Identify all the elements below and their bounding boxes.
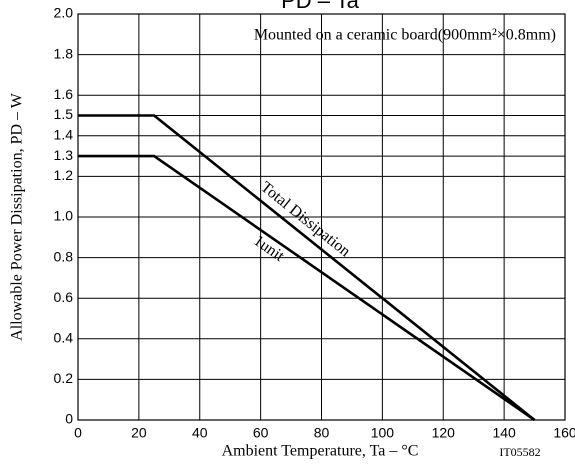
y-axis-label: Allowable Power Dissipation, PD – W xyxy=(9,92,26,341)
x-tick-label: 80 xyxy=(314,425,330,441)
y-tick-label: 1.8 xyxy=(54,45,74,61)
x-tick-label: 0 xyxy=(74,425,82,441)
y-tick-label: 0.6 xyxy=(54,289,74,305)
x-tick-label: 20 xyxy=(131,425,147,441)
y-tick-label: 1.2 xyxy=(54,167,74,183)
y-tick-label: 1.3 xyxy=(54,147,74,163)
series-line xyxy=(78,154,536,422)
y-tick-label: 0.2 xyxy=(54,370,74,386)
x-tick-label: 100 xyxy=(371,425,395,441)
x-tick-label: 40 xyxy=(192,425,208,441)
y-tick-label: 1.4 xyxy=(54,127,74,143)
x-tick-label: 140 xyxy=(492,425,516,441)
y-tick-label: 0.8 xyxy=(54,248,74,264)
y-tick-label: 1.0 xyxy=(54,208,74,224)
y-tick-label: 2.0 xyxy=(54,5,74,21)
y-tick-label: 1.6 xyxy=(54,86,74,102)
chart-title: PD – Ta xyxy=(281,0,360,13)
x-tick-label: 120 xyxy=(432,425,456,441)
y-tick-label: 0 xyxy=(65,411,73,427)
x-tick-label: 160 xyxy=(553,425,575,441)
figure-code: IT05582 xyxy=(499,445,540,459)
x-tick-label: 60 xyxy=(253,425,269,441)
series-line xyxy=(78,114,536,422)
plot-frame xyxy=(77,13,566,421)
annotation: Mounted on a ceramic board(900mm²×0.8mm) xyxy=(254,27,556,44)
x-axis-label: Ambient Temperature, Ta – °C xyxy=(222,443,419,460)
y-tick-label: 1.5 xyxy=(54,106,74,122)
y-tick-label: 0.4 xyxy=(54,330,74,346)
